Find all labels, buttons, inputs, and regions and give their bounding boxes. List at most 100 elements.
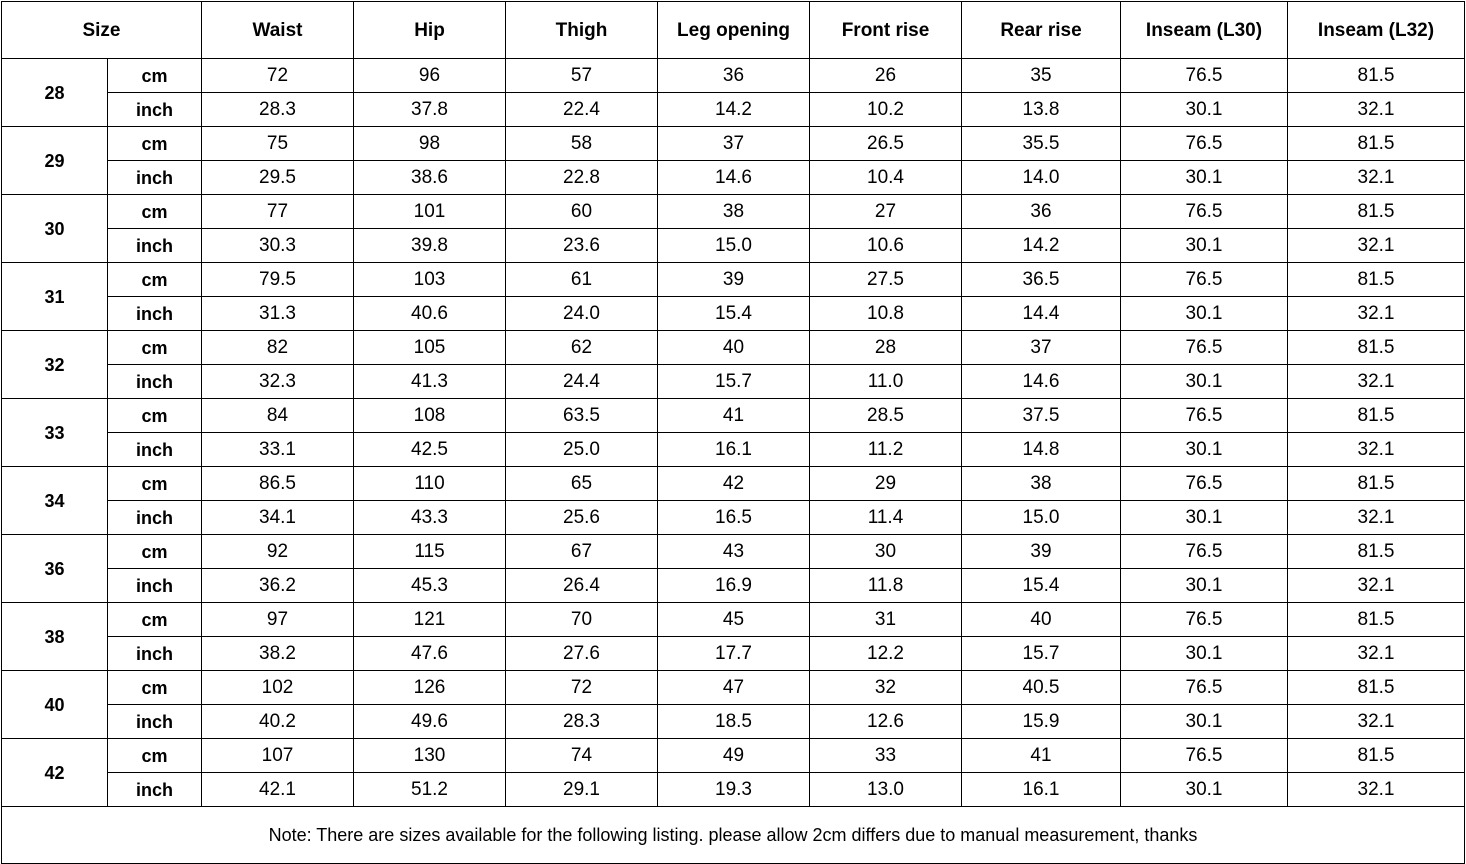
measurement-cell: 10.2 bbox=[809, 92, 962, 127]
measurement-cell: 30.1 bbox=[1120, 160, 1288, 195]
measurement-cell: 81.5 bbox=[1287, 466, 1465, 501]
measurement-cell: 26 bbox=[809, 58, 962, 93]
measurement-cell: 37 bbox=[657, 126, 810, 161]
table-row: inch 40.2 49.6 28.3 18.5 12.6 15.9 30.1 32.1 bbox=[2, 704, 1465, 739]
measurement-cell: 14.0 bbox=[961, 160, 1121, 195]
measurement-cell: 30.1 bbox=[1120, 568, 1288, 603]
measurement-cell: 16.5 bbox=[657, 500, 810, 535]
size-cell: 40 bbox=[1, 670, 108, 739]
measurement-cell: 76.5 bbox=[1120, 262, 1288, 297]
measurement-cell: 14.6 bbox=[961, 364, 1121, 399]
unit-label: inch bbox=[107, 432, 202, 467]
unit-label: cm bbox=[107, 602, 202, 637]
size-cell: 34 bbox=[1, 466, 108, 535]
measurement-cell: 126 bbox=[353, 670, 506, 705]
unit-label: inch bbox=[107, 704, 202, 739]
size-cell: 30 bbox=[1, 194, 108, 263]
measurement-cell: 105 bbox=[353, 330, 506, 365]
measurement-cell: 41 bbox=[657, 398, 810, 433]
unit-label: cm bbox=[107, 670, 202, 705]
measurement-cell: 49.6 bbox=[353, 704, 506, 739]
measurement-cell: 30.1 bbox=[1120, 228, 1288, 263]
table-row: 32 cm 82 105 62 40 28 37 76.5 81.5 bbox=[1, 330, 1465, 399]
size-cell: 33 bbox=[1, 398, 108, 467]
unit-label: cm bbox=[107, 398, 202, 433]
measurement-cell: 65 bbox=[505, 466, 658, 501]
measurement-cell: 81.5 bbox=[1287, 58, 1465, 93]
measurement-cell: 36 bbox=[657, 58, 810, 93]
measurement-cell: 108 bbox=[353, 398, 506, 433]
measurement-cell: 13.0 bbox=[809, 772, 962, 807]
measurement-cell: 28.3 bbox=[505, 704, 658, 739]
header-leg-opening: Leg opening bbox=[657, 1, 810, 59]
measurement-cell: 13.8 bbox=[961, 92, 1121, 127]
measurement-cell: 11.8 bbox=[809, 568, 962, 603]
measurement-cell: 31.3 bbox=[201, 296, 354, 331]
measurement-cell: 81.5 bbox=[1287, 738, 1465, 773]
measurement-cell: 81.5 bbox=[1287, 262, 1465, 297]
measurement-cell: 15.4 bbox=[961, 568, 1121, 603]
measurement-cell: 84 bbox=[201, 398, 354, 433]
measurement-cell: 29 bbox=[809, 466, 962, 501]
measurement-cell: 40 bbox=[961, 602, 1121, 637]
unit-label: cm bbox=[107, 534, 202, 569]
table-row: 38 cm 97 121 70 45 31 40 76.5 81.5 bbox=[1, 602, 1465, 671]
measurement-cell: 39 bbox=[657, 262, 810, 297]
measurement-cell: 32.1 bbox=[1287, 500, 1465, 535]
measurement-cell: 22.4 bbox=[505, 92, 658, 127]
measurement-cell: 40.2 bbox=[201, 704, 354, 739]
measurement-cell: 15.4 bbox=[657, 296, 810, 331]
measurement-cell: 30.1 bbox=[1120, 704, 1288, 739]
table-row: 33 cm 84 108 63.5 41 28.5 37.5 76.5 81.5 bbox=[1, 398, 1465, 467]
header-front-rise: Front rise bbox=[809, 1, 962, 59]
measurement-cell: 38 bbox=[961, 466, 1121, 501]
measurement-cell: 45.3 bbox=[353, 568, 506, 603]
measurement-cell: 12.2 bbox=[809, 636, 962, 671]
measurement-cell: 15.0 bbox=[657, 228, 810, 263]
unit-label: cm bbox=[107, 126, 202, 161]
size-cell: 31 bbox=[1, 262, 108, 331]
measurement-cell: 14.4 bbox=[961, 296, 1121, 331]
table-row: 36 cm 92 115 67 43 30 39 76.5 81.5 bbox=[1, 534, 1465, 603]
measurement-cell: 35 bbox=[961, 58, 1121, 93]
table-row: inch 32.3 41.3 24.4 15.7 11.0 14.6 30.1 32.1 bbox=[2, 364, 1465, 399]
measurement-cell: 28.5 bbox=[809, 398, 962, 433]
measurement-cell: 32.1 bbox=[1287, 92, 1465, 127]
measurement-cell: 14.2 bbox=[657, 92, 810, 127]
measurement-cell: 67 bbox=[505, 534, 658, 569]
measurement-cell: 47.6 bbox=[353, 636, 506, 671]
measurement-cell: 15.7 bbox=[657, 364, 810, 399]
measurement-cell: 97 bbox=[201, 602, 354, 637]
table-row: inch 29.5 38.6 22.8 14.6 10.4 14.0 30.1 32.1 bbox=[2, 160, 1465, 195]
measurement-cell: 81.5 bbox=[1287, 602, 1465, 637]
measurement-cell: 76.5 bbox=[1120, 670, 1288, 705]
measurement-cell: 22.8 bbox=[505, 160, 658, 195]
measurement-cell: 96 bbox=[353, 58, 506, 93]
measurement-cell: 30.1 bbox=[1120, 92, 1288, 127]
measurement-cell: 81.5 bbox=[1287, 330, 1465, 365]
measurement-cell: 81.5 bbox=[1287, 398, 1465, 433]
measurement-cell: 32.1 bbox=[1287, 636, 1465, 671]
header-inseam-l30: Inseam (L30) bbox=[1120, 1, 1288, 59]
measurement-cell: 76.5 bbox=[1120, 738, 1288, 773]
measurement-cell: 40.5 bbox=[961, 670, 1121, 705]
measurement-cell: 38.2 bbox=[201, 636, 354, 671]
measurement-cell: 30.1 bbox=[1120, 772, 1288, 807]
unit-label: cm bbox=[107, 330, 202, 365]
unit-label: cm bbox=[107, 58, 202, 93]
measurement-cell: 14.8 bbox=[961, 432, 1121, 467]
measurement-cell: 32.1 bbox=[1287, 568, 1465, 603]
measurement-cell: 32 bbox=[809, 670, 962, 705]
measurement-cell: 72 bbox=[505, 670, 658, 705]
measurement-cell: 25.0 bbox=[505, 432, 658, 467]
measurement-cell: 11.2 bbox=[809, 432, 962, 467]
unit-label: inch bbox=[107, 636, 202, 671]
measurement-cell: 27 bbox=[809, 194, 962, 229]
measurement-cell: 32.1 bbox=[1287, 364, 1465, 399]
measurement-cell: 32.1 bbox=[1287, 432, 1465, 467]
size-cell: 32 bbox=[1, 330, 108, 399]
measurement-cell: 43 bbox=[657, 534, 810, 569]
measurement-cell: 37.8 bbox=[353, 92, 506, 127]
size-cell: 36 bbox=[1, 534, 108, 603]
